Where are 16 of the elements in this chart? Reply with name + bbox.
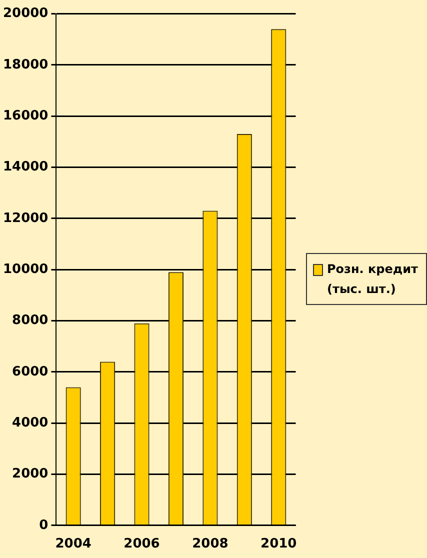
x-tick-label: 2010: [260, 536, 297, 552]
y-tick-label: 8000: [12, 313, 48, 328]
y-tick-label: 4000: [12, 415, 48, 430]
x-tick-label: 2004: [55, 536, 92, 552]
y-tick-label: 6000: [12, 364, 48, 380]
y-tick-label: 20000: [2, 6, 48, 22]
y-tick-label: 12000: [2, 210, 48, 226]
y-tick-label: 16000: [2, 108, 48, 124]
y-tick-label: 10000: [2, 262, 48, 277]
legend-label: Розн. кредит (тыс. шт.): [327, 261, 419, 298]
y-tick-label: 18000: [2, 57, 48, 72]
x-tick-label: 2008: [192, 536, 228, 552]
y-tick-label: 0: [39, 518, 48, 533]
y-tick-label: 2000: [12, 466, 48, 482]
y-tick-label: 14000: [2, 160, 48, 175]
x-tick-label: 2006: [124, 536, 160, 552]
